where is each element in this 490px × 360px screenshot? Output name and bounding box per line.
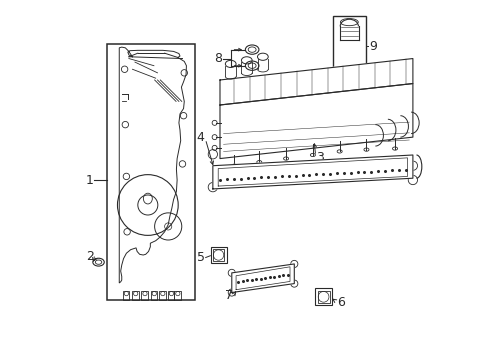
Bar xyxy=(123,291,129,300)
Text: 6: 6 xyxy=(337,296,344,309)
Text: 9: 9 xyxy=(369,40,377,53)
Bar xyxy=(107,44,195,300)
Text: 1: 1 xyxy=(86,174,94,186)
Text: 4: 4 xyxy=(197,131,205,144)
Polygon shape xyxy=(213,155,413,189)
Bar xyxy=(142,291,148,300)
Polygon shape xyxy=(119,47,186,283)
Bar xyxy=(318,291,330,303)
Bar xyxy=(333,16,367,84)
Text: 5: 5 xyxy=(196,251,205,264)
Polygon shape xyxy=(220,59,413,105)
Bar xyxy=(132,291,139,300)
Bar xyxy=(174,291,181,300)
Bar xyxy=(213,249,224,261)
Text: 3: 3 xyxy=(316,151,323,164)
Text: 7: 7 xyxy=(225,288,233,302)
Bar xyxy=(168,291,174,300)
Bar xyxy=(151,291,157,300)
Bar xyxy=(315,288,332,305)
Text: 8: 8 xyxy=(215,52,222,65)
Polygon shape xyxy=(220,84,413,158)
Text: 2: 2 xyxy=(86,250,94,263)
Polygon shape xyxy=(232,264,294,293)
Bar xyxy=(159,291,166,300)
Bar xyxy=(211,247,226,263)
